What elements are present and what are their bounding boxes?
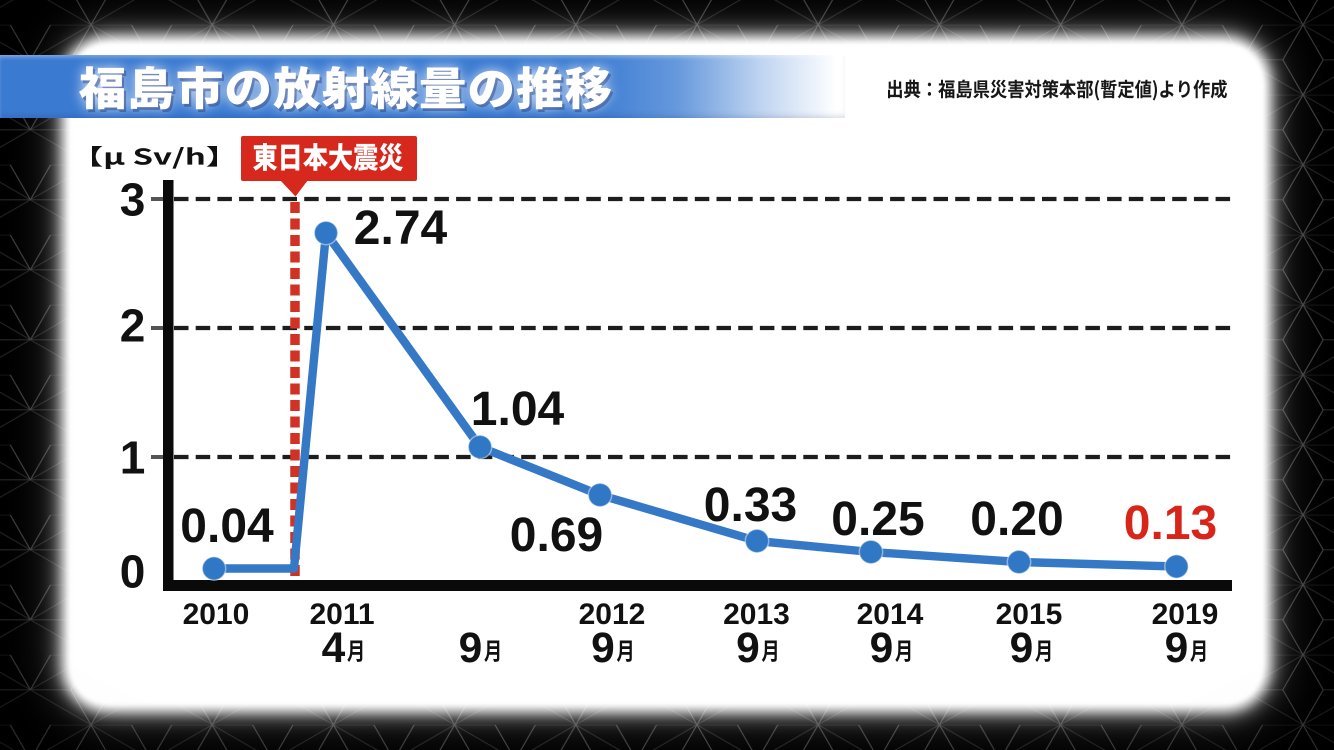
svg-text:9: 9	[591, 625, 615, 672]
svg-text:0.33: 0.33	[704, 479, 797, 532]
svg-text:9: 9	[459, 625, 483, 672]
svg-text:9: 9	[1165, 625, 1189, 672]
svg-text:2015: 2015	[996, 598, 1063, 631]
svg-text:0.13: 0.13	[1124, 497, 1217, 550]
svg-text:0.69: 0.69	[510, 509, 603, 562]
svg-text:0.25: 0.25	[831, 493, 924, 546]
svg-text:1.04: 1.04	[471, 383, 565, 436]
svg-text:0.20: 0.20	[970, 493, 1063, 546]
svg-text:1: 1	[120, 432, 146, 484]
svg-text:2012: 2012	[579, 598, 646, 631]
svg-text:9: 9	[736, 625, 760, 672]
svg-text:2010: 2010	[183, 598, 250, 631]
svg-text:9: 9	[1010, 625, 1034, 672]
svg-text:2011: 2011	[309, 598, 374, 631]
svg-text:2013: 2013	[723, 598, 790, 631]
svg-text:2014: 2014	[857, 598, 924, 631]
svg-text:2: 2	[120, 300, 146, 352]
svg-text:9: 9	[870, 625, 894, 672]
svg-text:0.04: 0.04	[180, 500, 274, 553]
svg-text:3: 3	[120, 174, 146, 226]
svg-text:0: 0	[120, 546, 146, 598]
svg-text:2019: 2019	[1152, 598, 1219, 631]
svg-text:4: 4	[322, 625, 346, 672]
svg-text:2.74: 2.74	[354, 202, 448, 255]
